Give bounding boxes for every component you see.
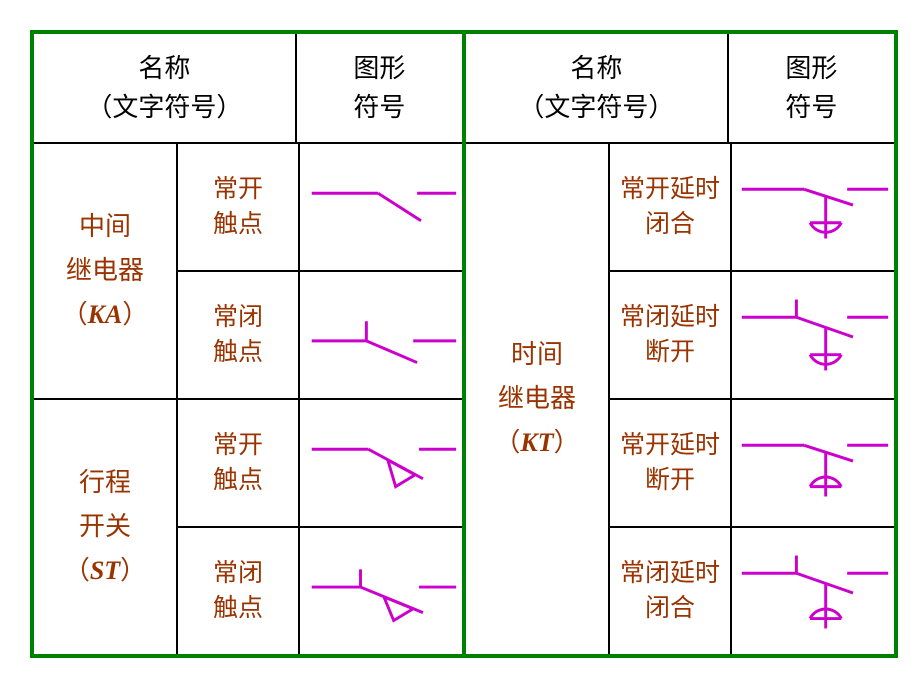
group-ka: 中间 继电器 （KA）	[34, 144, 176, 398]
group-ka-line2: 继电器	[66, 249, 144, 293]
sub-kt-3: 常闭延时 闭合	[610, 526, 730, 654]
sub-label: 断开	[645, 463, 695, 498]
sub-label: 常闭	[213, 300, 263, 335]
sub-label: 触点	[213, 335, 263, 370]
left-sym-col	[300, 144, 462, 654]
header-name-line1: 名称	[138, 49, 190, 88]
header-name-line1: 名称	[570, 49, 622, 88]
sub-kt-0: 常开延时 闭合	[610, 144, 730, 270]
group-st-code: ST	[90, 556, 120, 585]
group-kt-line1: 时间	[511, 333, 563, 377]
right-half: 名称 （文字符号） 图形 符号 时间 继电器 （KT） 常开延时 闭合	[464, 34, 894, 654]
symbol-st-nc	[300, 526, 462, 654]
header-name-right: 名称 （文字符号）	[466, 34, 729, 142]
header-symbol-right: 图形 符号	[729, 34, 894, 142]
group-st-line1: 行程	[79, 461, 131, 505]
sub-ka-nc: 常闭 触点	[178, 270, 298, 398]
symbol-kt-0	[732, 144, 894, 270]
sub-label: 闭合	[645, 591, 695, 626]
header-name-line2: （文字符号）	[86, 88, 242, 127]
group-ka-code: KA	[88, 300, 123, 329]
sub-label: 常闭延时	[620, 300, 720, 335]
sub-kt-2: 常开延时 断开	[610, 398, 730, 526]
relay-symbols-table: 名称 （文字符号） 图形 符号 中间 继电器 （KA） 行程 开关 （ST）	[30, 30, 898, 658]
sub-st-no: 常开 触点	[178, 398, 298, 526]
sub-label: 断开	[645, 335, 695, 370]
group-st-code-wrap: （ST）	[64, 549, 146, 593]
right-name-col: 时间 继电器 （KT）	[466, 144, 610, 654]
left-sub-col: 常开 触点 常闭 触点 常开 触点 常闭 触点	[178, 144, 300, 654]
symbol-kt-3	[732, 526, 894, 654]
sub-label: 常开	[213, 172, 263, 207]
sub-kt-1: 常闭延时 断开	[610, 270, 730, 398]
symbol-kt-1	[732, 270, 894, 398]
left-body: 中间 继电器 （KA） 行程 开关 （ST） 常开 触点 常闭 触点	[34, 144, 462, 654]
sub-label: 常开延时	[620, 428, 720, 463]
symbol-kt-2	[732, 398, 894, 526]
header-symbol-left: 图形 符号	[297, 34, 462, 142]
sub-label: 闭合	[645, 207, 695, 242]
sub-label: 常开	[213, 428, 263, 463]
sub-label: 触点	[213, 591, 263, 626]
sub-label: 触点	[213, 463, 263, 498]
group-kt-code: KT	[520, 428, 553, 457]
group-kt-line2: 继电器	[498, 377, 576, 421]
header-name-left: 名称 （文字符号）	[34, 34, 297, 142]
header-symbol-line1: 图形	[353, 49, 405, 88]
symbol-ka-nc	[300, 270, 462, 398]
sub-label: 常闭延时	[620, 556, 720, 591]
left-name-col: 中间 继电器 （KA） 行程 开关 （ST）	[34, 144, 178, 654]
group-ka-line1: 中间	[79, 205, 131, 249]
sub-st-nc: 常闭 触点	[178, 526, 298, 654]
group-kt-code-wrap: （KT）	[494, 421, 579, 465]
header-symbol-line2: 符号	[353, 88, 405, 127]
right-sym-col	[732, 144, 894, 654]
right-sub-col: 常开延时 闭合 常闭延时 断开 常开延时 断开 常闭延时 闭合	[610, 144, 732, 654]
header-symbol-line2: 符号	[785, 88, 837, 127]
sub-label: 常闭	[213, 556, 263, 591]
group-st-line2: 开关	[79, 505, 131, 549]
symbol-st-no	[300, 398, 462, 526]
sub-label: 触点	[213, 207, 263, 242]
header-name-line2: （文字符号）	[518, 88, 674, 127]
header-row-right: 名称 （文字符号） 图形 符号	[466, 34, 894, 144]
sub-ka-no: 常开 触点	[178, 144, 298, 270]
left-half: 名称 （文字符号） 图形 符号 中间 继电器 （KA） 行程 开关 （ST）	[34, 34, 464, 654]
right-body: 时间 继电器 （KT） 常开延时 闭合 常闭延时 断开 常开延时 断开	[466, 144, 894, 654]
group-ka-code-wrap: （KA）	[62, 293, 149, 337]
header-symbol-line1: 图形	[785, 49, 837, 88]
symbol-ka-no	[300, 144, 462, 270]
header-row-left: 名称 （文字符号） 图形 符号	[34, 34, 462, 144]
group-kt: 时间 继电器 （KT）	[466, 144, 608, 654]
sub-label: 常开延时	[620, 172, 720, 207]
group-st: 行程 开关 （ST）	[34, 398, 176, 654]
